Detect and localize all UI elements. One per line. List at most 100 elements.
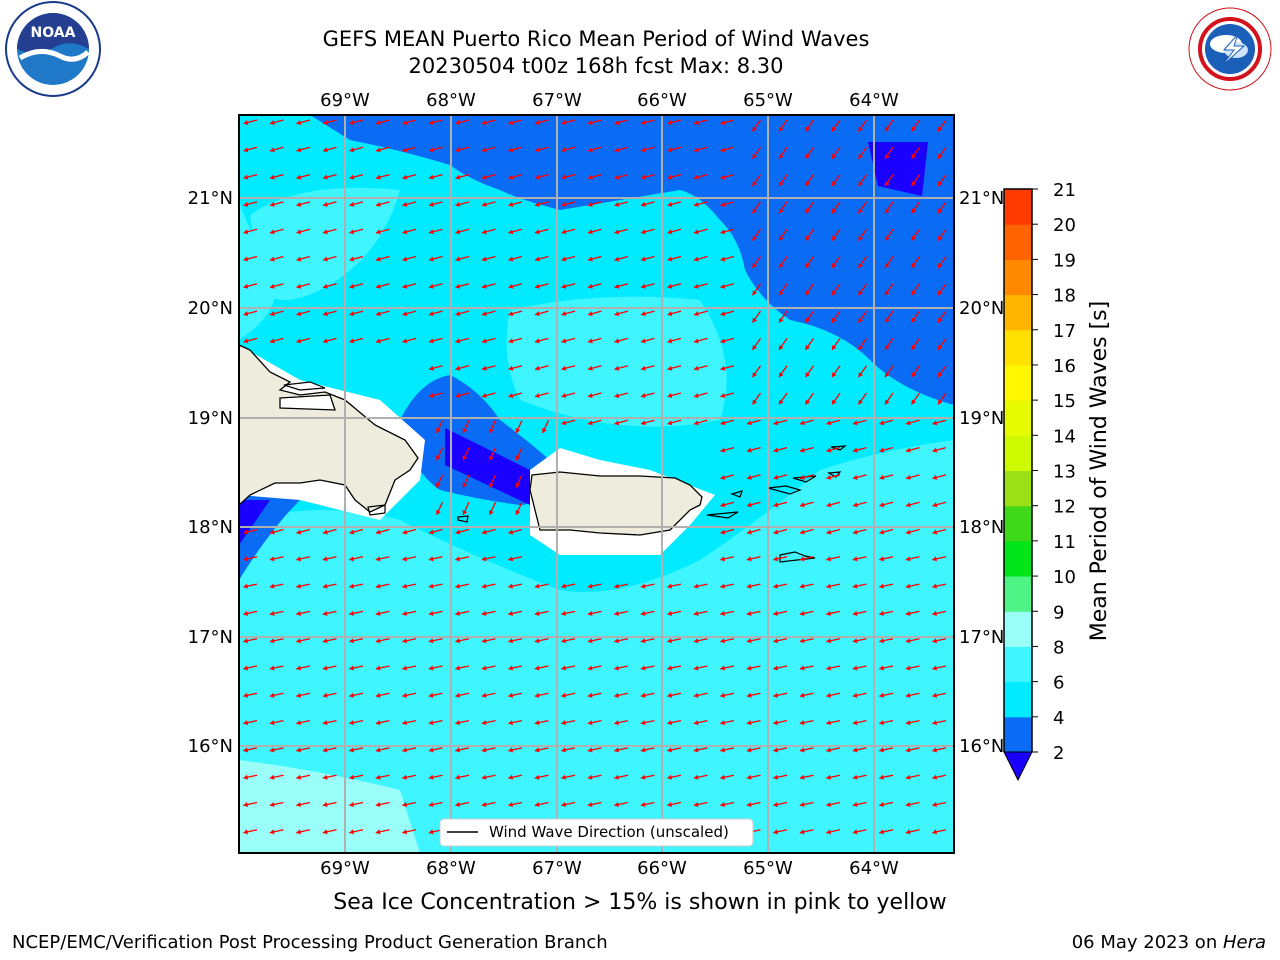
- wave-direction-arrowhead: [852, 529, 858, 535]
- wave-direction-arrowhead: [746, 720, 752, 726]
- wave-direction-arrowhead: [667, 610, 673, 616]
- wave-direction-arrowhead: [826, 420, 832, 426]
- lon-bottom-67: 67°W: [532, 858, 582, 879]
- wave-direction-arrowhead: [428, 529, 434, 535]
- wave-direction-arrowhead: [693, 283, 699, 289]
- wave-direction-arrowhead: [905, 610, 911, 616]
- wave-direction-arrowhead: [693, 365, 699, 371]
- wave-direction-arrowhead: [269, 201, 275, 207]
- wave-direction-arrowhead: [879, 447, 885, 453]
- wave-direction-arrowhead: [508, 556, 514, 562]
- wave-direction-arrowhead: [614, 774, 620, 780]
- wave-direction-arrowhead: [322, 720, 328, 726]
- wave-direction-arrowhead: [322, 747, 328, 753]
- wave-direction-arrowhead: [911, 290, 917, 296]
- wave-direction-arrowhead: [884, 181, 890, 187]
- wave-direction-arrowhead: [752, 153, 758, 159]
- wave-direction-arrowhead: [905, 529, 911, 535]
- wave-direction-arrowhead: [561, 692, 567, 698]
- wave-direction-arrowhead: [402, 747, 408, 753]
- lat-left-18: 18°N: [188, 517, 233, 538]
- wave-direction-arrowhead: [884, 399, 890, 405]
- wave-direction-arrowhead: [614, 720, 620, 726]
- wave-direction-arrowhead: [534, 583, 540, 589]
- wave-direction-arrowhead: [375, 692, 381, 698]
- wave-direction-arrowhead: [561, 283, 567, 289]
- wave-direction-arrowhead: [852, 801, 858, 808]
- lon-top-66: 66°W: [637, 90, 687, 111]
- wave-direction-arrowhead: [542, 428, 547, 433]
- wave-direction-arrowhead: [296, 283, 302, 289]
- wave-direction-arrowhead: [720, 420, 726, 426]
- wave-direction-arrowhead: [455, 720, 461, 726]
- wave-direction-arrowhead: [911, 344, 917, 350]
- wave-direction-arrowhead: [911, 181, 917, 187]
- wave-direction-arrowhead: [752, 290, 758, 296]
- wave-direction-arrowhead: [322, 311, 328, 317]
- wave-direction-arrowhead: [720, 147, 726, 153]
- wave-direction-arrowhead: [243, 638, 249, 644]
- wave-direction-arrowhead: [937, 290, 943, 296]
- wave-direction-arrowhead: [349, 638, 355, 644]
- wave-direction-arrowhead: [879, 420, 885, 426]
- wave-direction-arrowhead: [455, 774, 461, 780]
- wave-direction-arrowhead: [752, 372, 758, 378]
- wave-direction-arrowhead: [481, 610, 487, 616]
- wave-direction-arrowhead: [932, 556, 938, 562]
- wave-direction-arrowhead: [799, 556, 805, 562]
- colorbar-segment: [1004, 505, 1032, 542]
- wave-direction-arrowhead: [296, 829, 302, 835]
- wave-direction-arrowhead: [296, 311, 302, 317]
- colorbar-tick-label: 12: [1053, 497, 1076, 518]
- wave-direction-arrowhead: [455, 665, 461, 671]
- wave-direction-arrowhead: [436, 509, 441, 515]
- wave-direction-arrowhead: [243, 774, 249, 780]
- wave-direction-arrowhead: [515, 428, 521, 433]
- footer-host: Hera: [1222, 932, 1266, 953]
- wave-direction-arrowhead: [905, 638, 911, 644]
- wave-direction-arrowhead: [515, 482, 521, 488]
- wave-direction-arrowhead: [375, 283, 381, 289]
- wave-direction-arrowhead: [640, 692, 646, 698]
- wave-direction-arrowhead: [243, 610, 249, 616]
- colorbar-segment: [1004, 681, 1032, 718]
- wave-direction-arrowhead: [773, 638, 779, 644]
- wave-direction-arrowhead: [561, 311, 567, 317]
- wave-direction-arrowhead: [296, 556, 302, 562]
- wave-direction-arrowhead: [349, 556, 355, 562]
- wave-direction-arrowhead: [932, 502, 938, 508]
- wave-direction-arrowhead: [905, 420, 911, 426]
- colorbar-segment: [1004, 576, 1032, 612]
- wave-direction-arrowhead: [428, 256, 434, 262]
- wave-direction-arrowhead: [805, 235, 811, 241]
- wave-direction-arrowhead: [640, 283, 646, 289]
- wave-direction-arrowhead: [375, 147, 381, 153]
- wind-wave-direction-arrows: [243, 119, 947, 835]
- wave-direction-arrowhead: [402, 256, 408, 262]
- wave-direction-arrowhead: [561, 801, 567, 808]
- wave-direction-arrowhead: [349, 720, 355, 726]
- wave-direction-arrowhead: [720, 801, 726, 808]
- wave-direction-arrowhead: [667, 311, 673, 317]
- colorbar-tick-label: 2: [1053, 743, 1064, 764]
- wave-direction-arrowhead: [481, 556, 487, 562]
- wave-direction-arrowhead: [640, 638, 646, 644]
- wave-direction-arrowhead: [269, 774, 275, 780]
- wave-direction-arrowhead: [879, 665, 885, 671]
- wave-direction-arrowhead: [269, 720, 275, 726]
- wave-direction-arrowhead: [879, 610, 885, 616]
- wave-direction-arrowhead: [667, 638, 673, 644]
- wave-direction-arrowhead: [243, 556, 249, 562]
- wave-direction-arrowhead: [852, 829, 858, 835]
- wave-direction-arrowhead: [773, 447, 779, 453]
- wave-direction-arrowhead: [693, 583, 699, 589]
- wave-direction-arrowhead: [746, 610, 752, 616]
- wave-direction-arrowhead: [932, 474, 938, 480]
- wave-direction-arrowhead: [746, 556, 752, 562]
- wave-direction-arrowhead: [243, 174, 249, 180]
- wave-direction-arrowhead: [534, 338, 540, 344]
- wave-direction-arrowhead: [852, 556, 858, 562]
- wave-direction-arrowhead: [428, 147, 434, 153]
- wave-direction-arrowhead: [455, 692, 461, 698]
- wave-direction-arrowhead: [879, 474, 885, 480]
